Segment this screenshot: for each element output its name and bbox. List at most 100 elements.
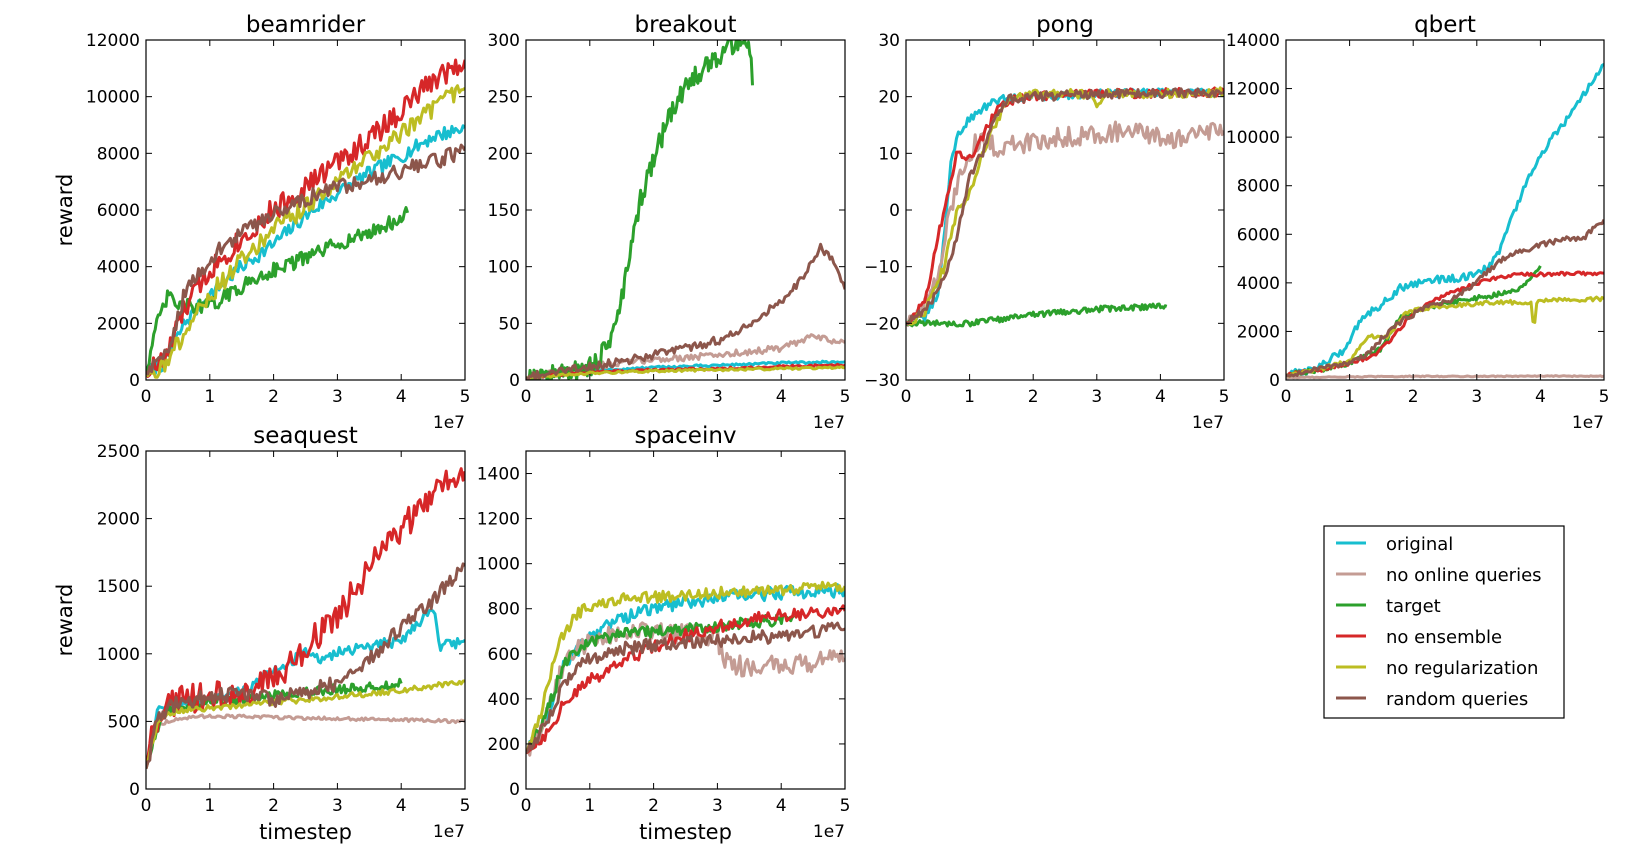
plot-area: [526, 40, 845, 380]
legend-label: target: [1386, 596, 1441, 617]
x-offset-label: 1e7: [813, 413, 845, 433]
series-line-original: [1286, 63, 1604, 378]
y-tick-label: 0: [889, 201, 900, 221]
plot-area: [906, 86, 1224, 328]
y-tick-label: 12000: [1226, 80, 1280, 100]
x-tick-label: 2: [1408, 387, 1419, 407]
x-tick-label: 5: [1219, 387, 1230, 407]
y-tick-label: 0: [129, 371, 140, 391]
y-tick-label: 600: [488, 645, 520, 665]
legend-label: no online queries: [1386, 565, 1542, 586]
series-line-no-ensemble: [1286, 270, 1604, 377]
y-tick-label: 1200: [477, 510, 520, 530]
x-tick-label: 5: [840, 796, 851, 816]
x-tick-label: 2: [648, 387, 659, 407]
series-line-no-regularization: [146, 84, 465, 379]
x-tick-label: 0: [901, 387, 912, 407]
x-axis-label: timestep: [639, 820, 732, 844]
y-tick-label: 500: [108, 712, 140, 732]
series-line-no-online-queries: [146, 713, 465, 763]
chart-beamrider: 0 1 2 3 4 5 0 2000 4000 6000 8000 10000 12000 beamrid…: [53, 12, 470, 433]
x-tick-label: 5: [1599, 387, 1610, 407]
y-tick-label: 6000: [1237, 225, 1280, 245]
y-tick-label: 200: [488, 735, 520, 755]
x-tick-label: 0: [141, 796, 152, 816]
legend-frame: [1323, 525, 1565, 719]
series-line-no-online-queries: [1286, 374, 1604, 380]
chart-seaquest: 0 1 2 3 4 5 0 500 1000 1500 2000 2500 seaquest 1e7 tim…: [53, 423, 470, 844]
y-tick-label: 200: [488, 144, 520, 164]
x-axis-label: timestep: [259, 820, 352, 844]
x-tick-label: 5: [460, 796, 471, 816]
plot-area: [146, 467, 465, 770]
y-tick-label: 2000: [97, 510, 140, 530]
x-tick-label: 3: [1091, 387, 1102, 407]
x-offset-label: 1e7: [813, 822, 845, 842]
x-tick-label: 0: [521, 796, 532, 816]
y-tick-label: 0: [509, 371, 520, 391]
x-tick-label: 1: [204, 387, 215, 407]
y-tick-label: 800: [488, 600, 520, 620]
legend: original no online queries target no ensemb…: [1323, 525, 1565, 719]
y-tick-label: 300: [488, 31, 520, 51]
x-tick-label: 2: [268, 796, 279, 816]
y-tick-label: 1500: [97, 577, 140, 597]
y-axis-label: reward: [53, 584, 77, 657]
series-line-random-queries: [526, 242, 845, 380]
chart-title: seaquest: [253, 423, 358, 449]
y-tick-label: −20: [864, 314, 900, 334]
x-tick-label: 0: [141, 387, 152, 407]
y-tick-label: 10000: [1226, 128, 1280, 148]
y-tick-label: 8000: [97, 144, 140, 164]
x-tick-label: 1: [584, 796, 595, 816]
y-tick-label: 0: [1269, 371, 1280, 391]
y-tick-label: 4000: [1237, 274, 1280, 294]
legend-label: original: [1386, 534, 1453, 555]
series-line-original: [526, 583, 845, 754]
axes-frame: [145, 39, 466, 381]
series-line-no-ensemble: [146, 58, 465, 378]
y-tick-label: 8000: [1237, 177, 1280, 197]
series-line-no-regularization: [526, 580, 845, 754]
series-line-no-ensemble: [526, 604, 845, 755]
y-tick-label: −30: [864, 371, 900, 391]
x-offset-label: 1e7: [1192, 413, 1224, 433]
y-tick-label: 14000: [1226, 31, 1280, 51]
x-tick-label: 4: [396, 387, 407, 407]
x-tick-label: 2: [268, 387, 279, 407]
x-tick-label: 3: [712, 387, 723, 407]
x-tick-label: 4: [776, 387, 787, 407]
x-tick-label: 1: [964, 387, 975, 407]
x-tick-label: 4: [776, 796, 787, 816]
y-tick-label: 100: [488, 258, 520, 278]
y-tick-label: 10000: [86, 88, 140, 108]
y-tick-label: 50: [498, 314, 520, 334]
series-line-random-queries: [146, 143, 465, 376]
y-tick-label: 150: [488, 201, 520, 221]
y-tick-label: 10: [878, 144, 900, 164]
y-tick-label: 1000: [97, 645, 140, 665]
x-tick-label: 0: [521, 387, 532, 407]
series-line-no-online-queries: [906, 120, 1224, 327]
y-tick-label: 0: [129, 780, 140, 800]
series-line-no-regularization: [146, 679, 465, 770]
axes-frame: [525, 450, 846, 790]
y-tick-label: 20: [878, 88, 900, 108]
y-tick-label: 4000: [97, 258, 140, 278]
y-tick-label: 2000: [1237, 322, 1280, 342]
series-line-random-queries: [1286, 219, 1604, 378]
chart-title: spaceinv: [634, 423, 736, 449]
x-tick-label: 3: [332, 796, 343, 816]
series-line-target: [526, 40, 754, 380]
legend-label: no ensemble: [1386, 627, 1502, 648]
x-tick-label: 3: [1471, 387, 1482, 407]
x-tick-label: 1: [584, 387, 595, 407]
series-line-random-queries: [526, 621, 845, 754]
axes-frame: [145, 450, 466, 790]
x-tick-label: 2: [648, 796, 659, 816]
x-tick-label: 5: [840, 387, 851, 407]
y-tick-label: 6000: [97, 201, 140, 221]
series-line-random-queries: [146, 562, 465, 770]
